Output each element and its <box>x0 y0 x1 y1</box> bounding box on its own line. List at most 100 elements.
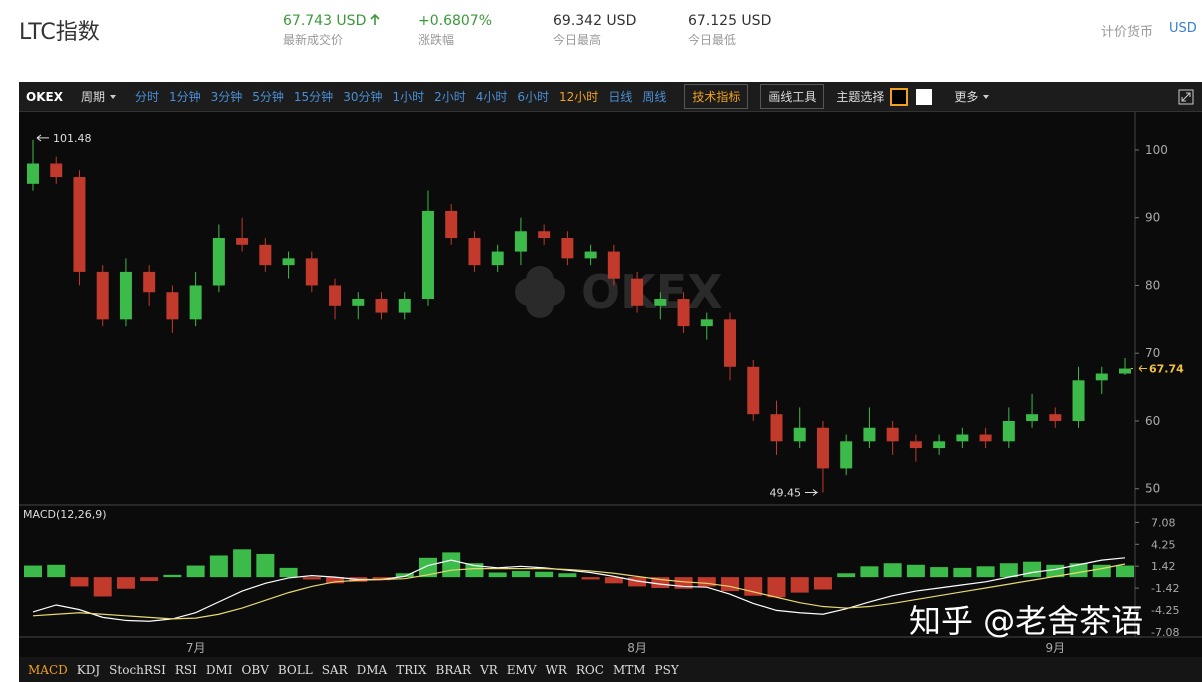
interval[interactable]: 1分钟 <box>168 90 201 104</box>
macd-bar <box>953 567 972 578</box>
stat-label: 最新成交价 <box>283 33 344 47</box>
candle-body <box>27 163 39 184</box>
macd-bar <box>70 577 89 587</box>
brand: OKEX <box>26 89 63 104</box>
tab[interactable]: BRAR <box>435 662 472 677</box>
macd-bar <box>47 564 66 578</box>
macd-bar <box>999 563 1018 578</box>
macd-bar <box>651 577 670 588</box>
candle-body <box>491 251 504 266</box>
y-tick-label: 1.42 <box>1151 560 1176 573</box>
y-tick-label: 100 <box>1145 143 1168 157</box>
candle-body <box>747 366 760 415</box>
macd-bar <box>186 565 205 578</box>
candle-body <box>1002 420 1015 442</box>
candle-body <box>538 231 551 239</box>
macd-bar <box>140 577 159 582</box>
interval[interactable]: 5分钟 <box>252 90 284 104</box>
indicators-button[interactable]: 技术指标 <box>684 84 749 109</box>
high-label: 101.48 <box>53 132 92 145</box>
interval[interactable]: 2小时 <box>434 90 466 104</box>
macd-bar <box>883 563 902 578</box>
macd-bar <box>209 555 228 578</box>
tab[interactable]: MACD <box>28 662 68 677</box>
tab[interactable]: DMA <box>356 662 388 677</box>
tab[interactable]: VR <box>480 662 498 677</box>
candle-body <box>933 441 946 449</box>
macd-bar <box>558 573 577 578</box>
stat-label: 今日最高 <box>553 33 602 47</box>
currency[interactable]: USD <box>1169 21 1197 36</box>
tab[interactable]: DMI <box>205 662 233 677</box>
candle-body <box>886 427 899 442</box>
candle-body <box>909 441 922 449</box>
candle-body <box>305 258 318 286</box>
macd-bar <box>790 577 809 593</box>
candle-body <box>398 299 411 313</box>
candle-body <box>236 238 249 245</box>
macd-bar <box>813 577 832 590</box>
candle-body <box>468 238 481 266</box>
y-tick-label: 7.08 <box>1151 516 1176 529</box>
macd-bar <box>488 572 507 578</box>
interval[interactable]: 3分钟 <box>210 90 243 104</box>
tab[interactable]: BOLL <box>277 662 313 677</box>
tab[interactable]: KDJ <box>76 662 101 677</box>
macd-bar <box>302 577 321 580</box>
interval[interactable]: 分时 <box>134 90 159 104</box>
toolbar: OKEX 周期 分时 1分钟 3分钟 5分钟 15分钟 30分钟 1小时 2小时… <box>19 82 1202 112</box>
candle-body <box>1049 414 1062 421</box>
candle-body <box>73 177 86 272</box>
interval[interactable]: 4小时 <box>475 90 508 104</box>
macd-bar <box>233 549 252 578</box>
tab[interactable]: MTM <box>612 662 646 677</box>
macd-bar <box>604 577 623 584</box>
candle-body <box>212 238 225 286</box>
change: +0.6807% <box>418 13 493 29</box>
tab[interactable]: EMV <box>506 662 537 677</box>
macd-bar <box>116 577 135 589</box>
interval[interactable]: 15分钟 <box>293 90 334 104</box>
period[interactable]: 周期 <box>80 90 105 104</box>
drawing-button[interactable]: 画线工具 <box>760 84 825 109</box>
page-title: LTC指数 <box>19 20 100 45</box>
candle-body <box>50 163 63 178</box>
tab[interactable]: WR <box>545 662 567 677</box>
chart: OKEX 50 60 70 80 90 100 -7.08 -4.25 -1.42 1.42 4.25… <box>19 112 1202 655</box>
theme-light[interactable] <box>916 88 933 105</box>
interval[interactable]: 日线 <box>608 90 633 104</box>
annotation-arrow <box>804 489 819 496</box>
macd-bar <box>511 570 530 578</box>
interval[interactable]: 30分钟 <box>343 90 383 104</box>
candle-body <box>143 271 156 293</box>
tab[interactable]: SAR <box>321 662 348 677</box>
indicator-title: MACD(12,26,9) <box>23 508 107 521</box>
fullscreen-icon[interactable] <box>1178 89 1194 105</box>
x-tick-label: 9月 <box>1045 641 1065 655</box>
tab[interactable]: StochRSI <box>109 662 166 677</box>
tab[interactable]: RSI <box>174 662 197 677</box>
macd-bar <box>279 567 298 578</box>
tab[interactable]: ROC <box>575 662 604 677</box>
tab[interactable]: PSY <box>654 662 679 677</box>
theme-dark[interactable] <box>890 87 909 106</box>
tab[interactable]: TRIX <box>396 662 427 677</box>
candle-body <box>259 244 272 266</box>
macd-bar <box>581 577 600 580</box>
more[interactable]: 更多 <box>954 90 979 104</box>
tab[interactable]: OBV <box>241 662 269 677</box>
interval[interactable]: 周线 <box>642 90 667 104</box>
y-tick-label: -7.08 <box>1151 626 1179 639</box>
candle-body <box>631 278 644 306</box>
macd-bar <box>837 573 856 578</box>
interval[interactable]: 6小时 <box>517 90 550 104</box>
candle-body <box>96 271 109 320</box>
interval[interactable]: 1小时 <box>392 90 425 104</box>
macd-bar <box>1046 564 1065 578</box>
dropdown-icon <box>983 94 990 99</box>
y-tick-label: -4.25 <box>1151 604 1179 617</box>
candle-body <box>1072 380 1085 421</box>
interval[interactable]: 12小时 <box>559 90 599 104</box>
candle-body <box>445 210 458 239</box>
macd-line <box>32 563 1126 620</box>
